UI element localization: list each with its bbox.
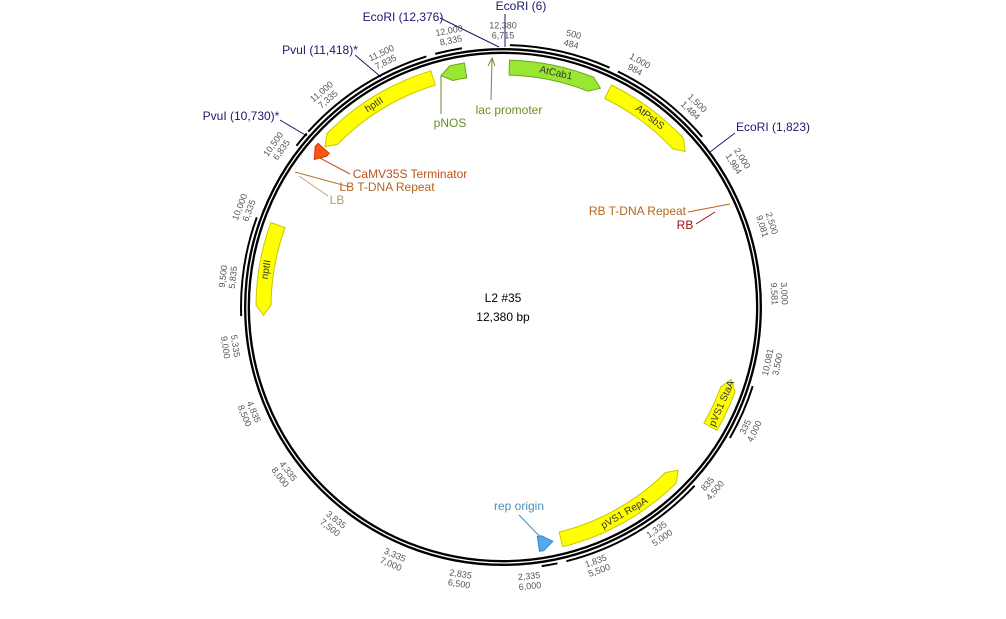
site-label: EcoRI (6) (496, 0, 547, 13)
feature-strand-arc (729, 385, 754, 439)
tick-label: 9,000 (219, 336, 232, 360)
annotation-label: LB T-DNA Repeat (339, 180, 435, 194)
annotation-line (317, 156, 351, 175)
site-line (439, 17, 500, 48)
feature (558, 469, 679, 548)
feature-strand-arc (617, 70, 703, 138)
feature-strand-arc (434, 47, 463, 55)
annotation-label: RB (677, 218, 694, 232)
annotation-line (294, 171, 351, 188)
backbone-gap (246, 50, 760, 564)
tick-label: 9,581 (769, 282, 780, 305)
annotation-label: LB (330, 193, 345, 207)
feature-strand-arc (509, 44, 611, 69)
tick-label: 3,000 (779, 282, 790, 305)
tick-label: 500 (565, 28, 582, 41)
tick-label: 12,380 (489, 20, 517, 30)
site-line (709, 132, 736, 153)
feature (324, 70, 436, 148)
feature (508, 59, 602, 92)
feature (703, 378, 736, 432)
tick-label: 2,835 (449, 567, 473, 580)
annotation-line (687, 203, 731, 213)
site-label: EcoRI (12,376) (363, 10, 444, 24)
annotation-label: lac promoter (476, 103, 543, 117)
tick-label: 6,000 (518, 580, 541, 592)
annotation-arrow (487, 56, 496, 67)
feature (440, 62, 468, 82)
site-label: PvuI (10,730)* (203, 109, 280, 123)
feature-strand-arc (240, 217, 258, 317)
site-line (279, 119, 308, 137)
feature (313, 142, 330, 161)
tick-label: 6,715 (492, 30, 515, 40)
feature-label: nptII (260, 259, 274, 280)
tick-label: 5,335 (229, 334, 242, 358)
feature-strand-arc (307, 55, 427, 133)
tick-label: 3,500 (770, 352, 784, 376)
feature-strand-arc (541, 562, 558, 568)
backbone (244, 48, 762, 566)
feature-label: rep origin (494, 499, 544, 513)
feature (255, 221, 286, 317)
tick-label: 484 (563, 37, 580, 50)
feature-label: CaMV35S Terminator (353, 167, 468, 181)
annotation-label: RB T-DNA Repeat (589, 204, 687, 218)
feature-label: pNOS (434, 116, 467, 130)
annotation-line (298, 175, 329, 197)
tick-label: 6,500 (447, 577, 471, 590)
feature-label: pVS1 RepA (599, 495, 650, 531)
feature-strand-arc (295, 132, 308, 147)
feature (604, 84, 686, 153)
feature-strand-arc (566, 485, 696, 563)
annotation-line (695, 211, 716, 225)
tick-label: 8,335 (439, 33, 463, 47)
tick-label: 2,335 (517, 570, 540, 582)
plasmid-size: 12,380 bp (476, 310, 530, 324)
tick-label: 5,835 (227, 266, 239, 289)
annotation-line (490, 59, 493, 101)
tick-label: 9,500 (217, 265, 229, 288)
site-label: PvuI (11,418)* (282, 43, 358, 57)
site-label: EcoRI (1,823) (736, 120, 810, 134)
feature (536, 535, 554, 552)
plasmid-name: L2 #35 (485, 291, 522, 305)
site-line (354, 54, 382, 78)
